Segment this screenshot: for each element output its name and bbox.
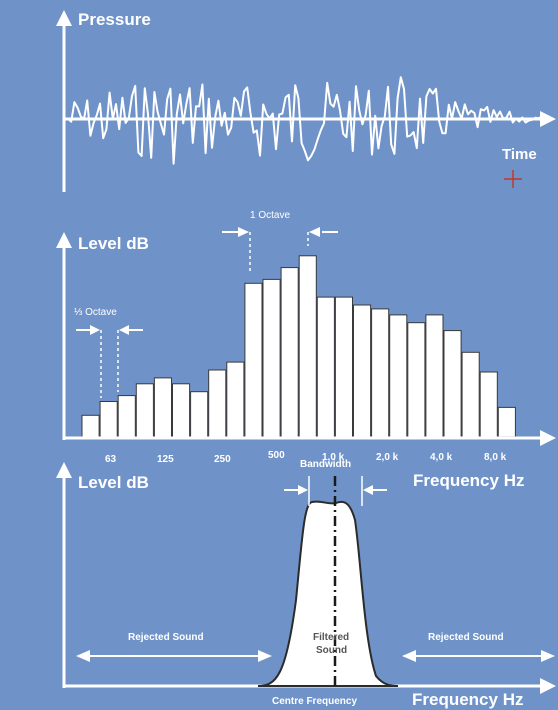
- tick-label: 2,0 k: [376, 452, 399, 463]
- frequency-label-bottom: Frequency Hz: [412, 690, 524, 709]
- tick-label: 250: [214, 454, 231, 465]
- frequency-axis-middle: [64, 430, 556, 446]
- bandwidth-label: Bandwidth: [300, 459, 352, 470]
- rejected-left-arrow: [76, 650, 272, 662]
- level-axis-y-middle: [56, 232, 72, 440]
- filter-passband: [257, 500, 399, 687]
- third-octave-label: ⅓ Octave: [74, 307, 117, 318]
- rejected-label-left: Rejected Sound: [128, 632, 204, 643]
- octave-bar: [389, 314, 408, 438]
- octave-bar: [479, 371, 498, 438]
- cursor-crosshair: [504, 170, 522, 188]
- tick-label: 1,0 k: [322, 452, 345, 463]
- level-db-label-middle: Level dB: [78, 234, 149, 253]
- octave-bar: [226, 361, 245, 438]
- pressure-label: Pressure: [78, 10, 151, 29]
- pressure-waveform: [67, 76, 546, 165]
- octave-bar: [208, 369, 227, 438]
- octave-bar: [443, 330, 462, 438]
- octave-bar: [135, 383, 154, 438]
- level-axis-y-bottom: [56, 462, 72, 688]
- octave-bar: [316, 296, 335, 438]
- octave-bar: [280, 267, 299, 438]
- centre-frequency-label: Centre Frequency: [272, 696, 358, 707]
- octave-bar: [153, 377, 172, 438]
- octave-bar: [407, 322, 426, 438]
- third-octave-marker: [76, 325, 143, 398]
- octave-bar: [190, 391, 209, 438]
- octave-marker: [222, 227, 338, 272]
- tick-label: 63: [105, 454, 117, 465]
- tick-label: 125: [157, 454, 174, 465]
- octave-bar: [334, 296, 353, 438]
- tick-label: 4,0 k: [430, 452, 453, 463]
- octave-bars: [81, 255, 516, 438]
- octave-label: 1 Octave: [250, 210, 291, 221]
- level-db-label-bottom: Level dB: [78, 473, 149, 492]
- octave-bar: [81, 414, 100, 438]
- octave-bar: [353, 304, 372, 438]
- filtered-label-line2: Sound: [316, 645, 348, 656]
- octave-bar: [298, 255, 317, 438]
- octave-bar: [425, 314, 444, 438]
- octave-bar: [262, 278, 281, 438]
- rejected-label-right: Rejected Sound: [428, 632, 504, 643]
- octave-bar: [117, 395, 136, 438]
- octave-bar: [497, 406, 516, 438]
- octave-bar: [172, 383, 191, 438]
- tick-label: 8,0 k: [484, 452, 507, 463]
- tick-label: 500: [268, 450, 285, 461]
- time-label: Time: [502, 146, 537, 163]
- bandwidth-marker: [284, 476, 387, 506]
- filtered-label-line1: Filtered: [313, 632, 350, 643]
- frequency-label-middle: Frequency Hz: [413, 471, 525, 490]
- octave-bar: [99, 401, 118, 438]
- octave-bar: [461, 351, 480, 438]
- octave-bar: [371, 308, 390, 438]
- octave-bar: [244, 282, 263, 438]
- rejected-right-arrow: [402, 650, 555, 662]
- pressure-axis-y: [56, 10, 72, 192]
